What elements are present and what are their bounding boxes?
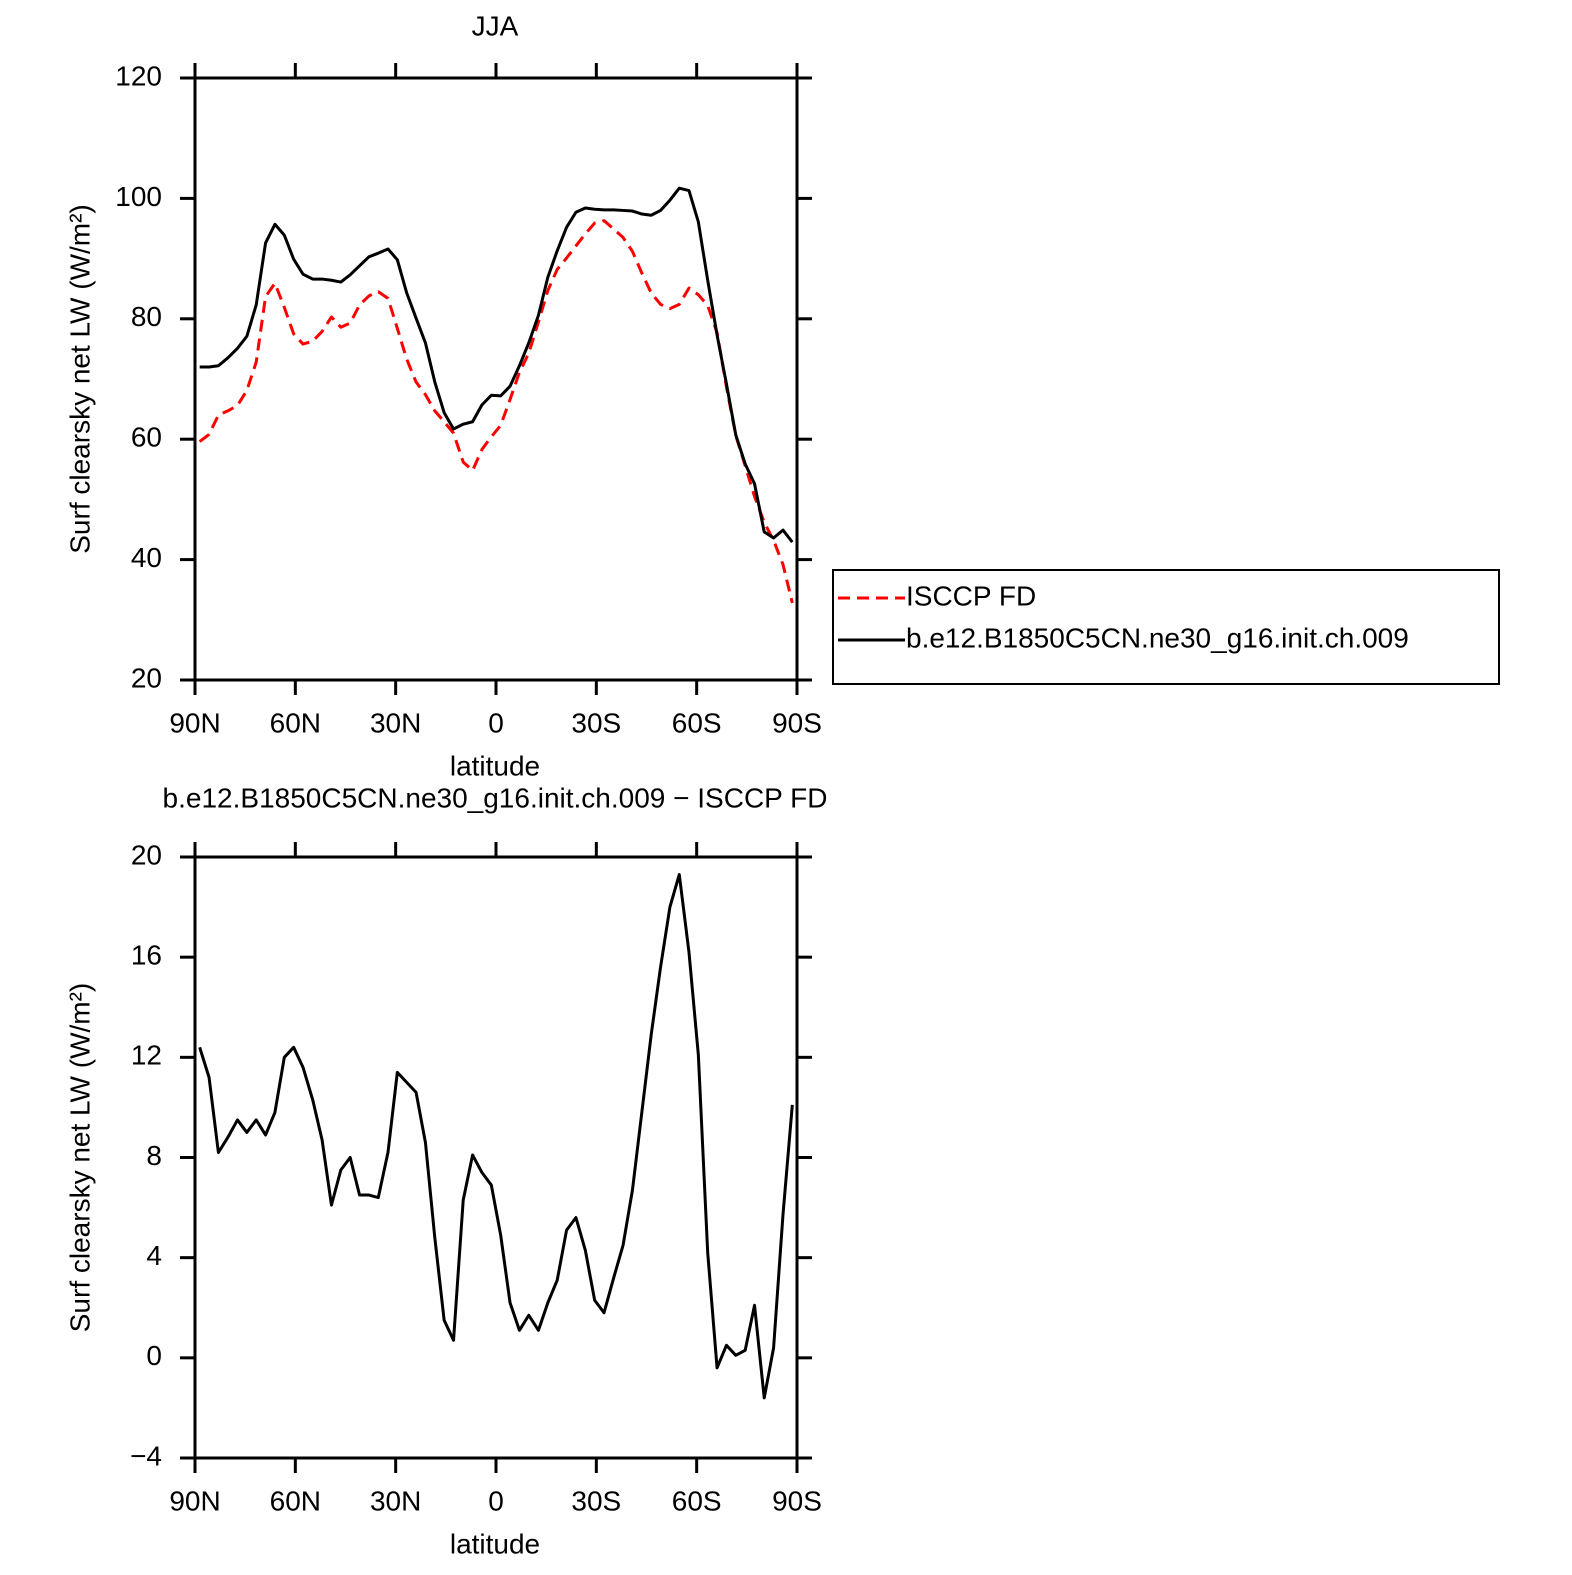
data-line — [198, 873, 794, 1400]
x-tick-label: 30N — [370, 1485, 421, 1516]
y-tick-label: 40 — [131, 542, 162, 573]
x-tick-label: 90N — [169, 707, 220, 738]
y-tick-label: 4 — [146, 1240, 162, 1271]
x-tick-label: 60S — [672, 707, 722, 738]
y-tick-label: 20 — [131, 839, 162, 870]
data-line — [199, 186, 794, 544]
y-tick-label: 80 — [131, 301, 162, 332]
x-tick-label: 30N — [370, 707, 421, 738]
y-tick-label: 60 — [131, 422, 162, 453]
x-tick-label: 0 — [488, 707, 504, 738]
legend-box — [832, 569, 1500, 685]
y-tick-label: 8 — [146, 1140, 162, 1171]
y-tick-label: 120 — [115, 60, 162, 91]
y-tick-label: 100 — [115, 181, 162, 212]
y-axis-label: Surf clearsky net LW (W/m²) — [64, 204, 95, 554]
data-line — [198, 219, 794, 604]
y-tick-label: −4 — [130, 1440, 162, 1471]
x-tick-label: 90S — [772, 1485, 822, 1516]
chart-title: JJA — [472, 10, 519, 41]
x-tick-label: 0 — [488, 1485, 504, 1516]
y-tick-label: 16 — [131, 940, 162, 971]
x-axis-label: latitude — [450, 1528, 540, 1559]
plot-frame — [193, 855, 799, 1460]
y-tick-label: 0 — [146, 1340, 162, 1371]
x-tick-label: 30S — [571, 1485, 621, 1516]
chart-title: b.e12.B1850C5CN.ne30_g16.init.ch.009 − I… — [163, 782, 828, 813]
x-tick-label: 30S — [571, 707, 621, 738]
x-tick-label: 90S — [772, 707, 822, 738]
plot-frame — [193, 76, 799, 682]
y-tick-label: 20 — [131, 662, 162, 693]
y-tick-label: 12 — [131, 1040, 162, 1071]
x-tick-label: 60S — [672, 1485, 722, 1516]
y-axis-label: Surf clearsky net LW (W/m²) — [64, 983, 95, 1333]
x-tick-label: 90N — [169, 1485, 220, 1516]
x-tick-label: 60N — [270, 1485, 321, 1516]
legend-label: ISCCP FD — [906, 580, 1036, 611]
x-tick-label: 60N — [270, 707, 321, 738]
x-axis-label: latitude — [450, 750, 540, 781]
legend-label: b.e12.B1850C5CN.ne30_g16.init.ch.009 — [906, 622, 1409, 653]
